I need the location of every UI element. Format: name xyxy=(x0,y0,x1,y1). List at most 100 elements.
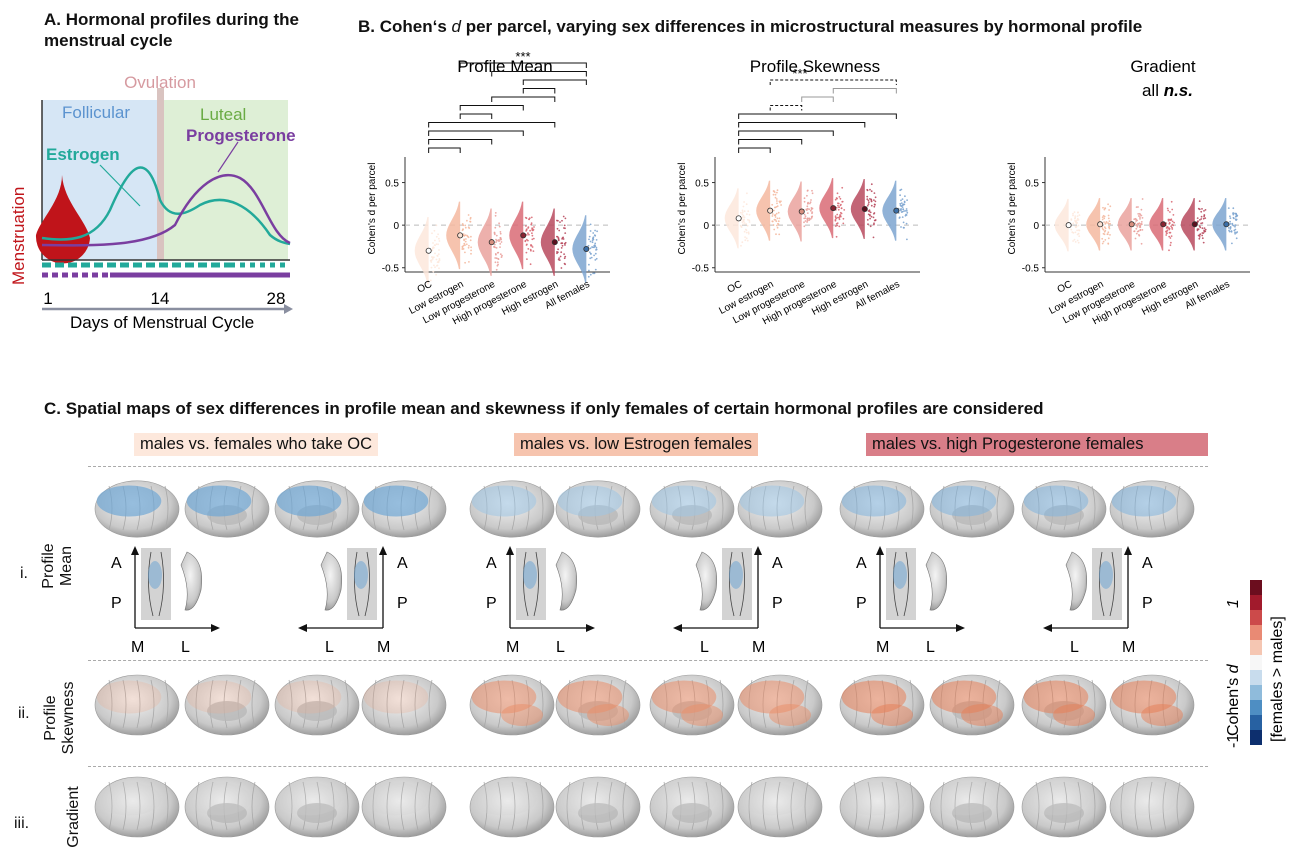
brain-surface xyxy=(839,776,925,838)
brain-surface xyxy=(94,776,180,838)
hippocampus-insert: A P M L xyxy=(486,546,595,656)
brain-surface xyxy=(184,776,270,838)
median-point-2 xyxy=(488,239,495,246)
brain-surface xyxy=(361,480,447,538)
colorbar-min: -1 xyxy=(1225,734,1242,748)
violin-3 xyxy=(509,201,524,270)
median-point-0 xyxy=(425,247,432,254)
day-tick-14: 14 xyxy=(151,289,170,308)
violin-1 xyxy=(446,201,461,270)
gradient-ns-note: all n.s. xyxy=(1142,81,1193,100)
estrogen-curve xyxy=(41,166,291,246)
violin-2 xyxy=(477,208,492,276)
colorbar-swatch xyxy=(1250,715,1262,730)
axis-letter-a: A xyxy=(856,555,867,572)
colorbar-sublabel: [females > males] xyxy=(1269,616,1286,742)
median-point-4 xyxy=(1191,221,1198,228)
brain-surface xyxy=(1109,480,1195,538)
panel-c-title: C. Spatial maps of sex differences in pr… xyxy=(44,399,1044,418)
violin-2 xyxy=(1117,198,1132,251)
median-point-1 xyxy=(457,232,464,239)
significance-bracket xyxy=(459,105,524,111)
brain-surface xyxy=(839,480,925,538)
day-tick-1: 1 xyxy=(43,289,52,308)
hippocampus-insert: A P M L xyxy=(298,546,408,656)
brain-surface xyxy=(649,776,735,838)
axis-letter-p: P xyxy=(772,595,783,612)
violin-4 xyxy=(540,208,555,276)
colorbar-swatch xyxy=(1250,595,1262,610)
colorbar-max: 1 xyxy=(1225,599,1242,608)
brain-surface xyxy=(469,480,555,538)
axis-letter-m: M xyxy=(876,639,889,656)
brain-surface xyxy=(555,674,641,736)
axis-letter-l: L xyxy=(1070,639,1079,656)
estrogen-label: Estrogen xyxy=(46,145,120,164)
x-axis-label: Days of Menstrual Cycle xyxy=(70,313,254,332)
axis-letter-m: M xyxy=(1122,639,1135,656)
violin-3 xyxy=(819,178,834,239)
menstruation-label: Menstruation xyxy=(9,187,28,285)
y-tick-label: 0.5 xyxy=(385,179,399,190)
colorbar-swatch xyxy=(1250,700,1262,715)
hippocampus-insert: A P M L xyxy=(111,546,220,656)
hippocampus-insert: A P M L xyxy=(1043,546,1153,656)
brain-surface xyxy=(469,776,555,838)
axis-letter-m: M xyxy=(506,639,519,656)
menstruation-drop-icon xyxy=(35,175,90,264)
brain-surface xyxy=(94,674,180,736)
row-label-i: i. xyxy=(20,565,28,582)
day-tick-28: 28 xyxy=(267,289,286,308)
axis-letter-p: P xyxy=(486,595,497,612)
brain-surface xyxy=(839,674,925,736)
colorbar-swatch xyxy=(1250,580,1262,595)
violin-2 xyxy=(787,181,802,242)
group-label-oc: males vs. females who take OC xyxy=(134,433,378,456)
brain-surface xyxy=(555,776,641,838)
axis-letter-a: A xyxy=(486,555,497,572)
significance-bracket xyxy=(801,96,834,102)
row-label-ii: ii. xyxy=(18,705,30,722)
median-point-3 xyxy=(830,205,837,212)
y-tick-label: -0.5 xyxy=(1022,264,1040,275)
chart-title: Profile Skewness xyxy=(750,57,880,76)
brain-surface xyxy=(929,480,1015,538)
hippocampus-insert: A P M L xyxy=(856,546,965,656)
colorbar-swatch xyxy=(1250,685,1262,700)
colorbar-label: Cohen's d xyxy=(1225,663,1242,736)
median-point-1 xyxy=(767,207,774,214)
axis-letter-a: A xyxy=(1142,555,1153,572)
group-label-low-estrogen: males vs. low Estrogen females xyxy=(514,433,759,456)
panel-b-title: B. Cohen‘s d per parcel, varying sex dif… xyxy=(358,17,1143,36)
brain-surface xyxy=(929,674,1015,736)
axis-letter-a: A xyxy=(397,555,408,572)
significance-bracket xyxy=(491,96,556,102)
panel-a-title: A. Hormonal profiles during the menstrua… xyxy=(44,10,300,50)
significance-bracket xyxy=(738,122,866,128)
colorbar-swatch xyxy=(1250,640,1262,655)
brain-surface xyxy=(929,776,1015,838)
brain-surface xyxy=(274,776,360,838)
menstrual-cycle-diagram: Ovulation Follicular Luteal Progesterone… xyxy=(9,73,296,332)
chart-title: Gradient xyxy=(1130,57,1195,76)
brain-surface xyxy=(361,776,447,838)
axis-letter-a: A xyxy=(111,555,122,572)
luteal-phase-bg xyxy=(160,100,288,260)
significance-bracket xyxy=(459,62,587,68)
median-point-5 xyxy=(1223,221,1230,228)
follicular-label: Follicular xyxy=(62,103,130,122)
significance-bracket xyxy=(428,147,461,153)
significance-bracket xyxy=(738,147,771,153)
brain-surface xyxy=(737,480,823,538)
brain-surface xyxy=(737,674,823,736)
brain-surface xyxy=(184,674,270,736)
median-point-3 xyxy=(1160,221,1167,228)
colorbar-swatch xyxy=(1250,670,1262,685)
ovulation-bar xyxy=(157,88,164,260)
brain-surface xyxy=(1021,480,1107,538)
brain-surface xyxy=(94,480,180,538)
brain-surface xyxy=(274,674,360,736)
brain-surface xyxy=(1021,674,1107,736)
